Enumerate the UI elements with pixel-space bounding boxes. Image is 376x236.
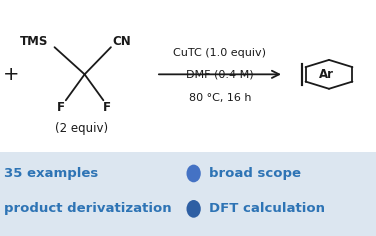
Text: 80 °C, 16 h: 80 °C, 16 h: [189, 93, 251, 103]
Text: broad scope: broad scope: [209, 167, 301, 180]
Text: CN: CN: [112, 35, 131, 48]
Text: F: F: [103, 101, 111, 114]
Text: Ar: Ar: [319, 68, 334, 81]
Ellipse shape: [186, 165, 201, 182]
Text: DMF (0.4 M): DMF (0.4 M): [186, 69, 254, 79]
Text: TMS: TMS: [20, 35, 48, 48]
Text: F: F: [57, 101, 65, 114]
Text: (2 equiv): (2 equiv): [55, 122, 109, 135]
Bar: [0, 152, 376, 236]
Text: +: +: [3, 65, 20, 84]
Text: 35 examples: 35 examples: [4, 167, 98, 180]
Text: CuTC (1.0 equiv): CuTC (1.0 equiv): [173, 48, 267, 58]
Text: product derivatization: product derivatization: [4, 202, 171, 215]
Ellipse shape: [186, 200, 201, 218]
Text: DFT calculation: DFT calculation: [209, 202, 325, 215]
